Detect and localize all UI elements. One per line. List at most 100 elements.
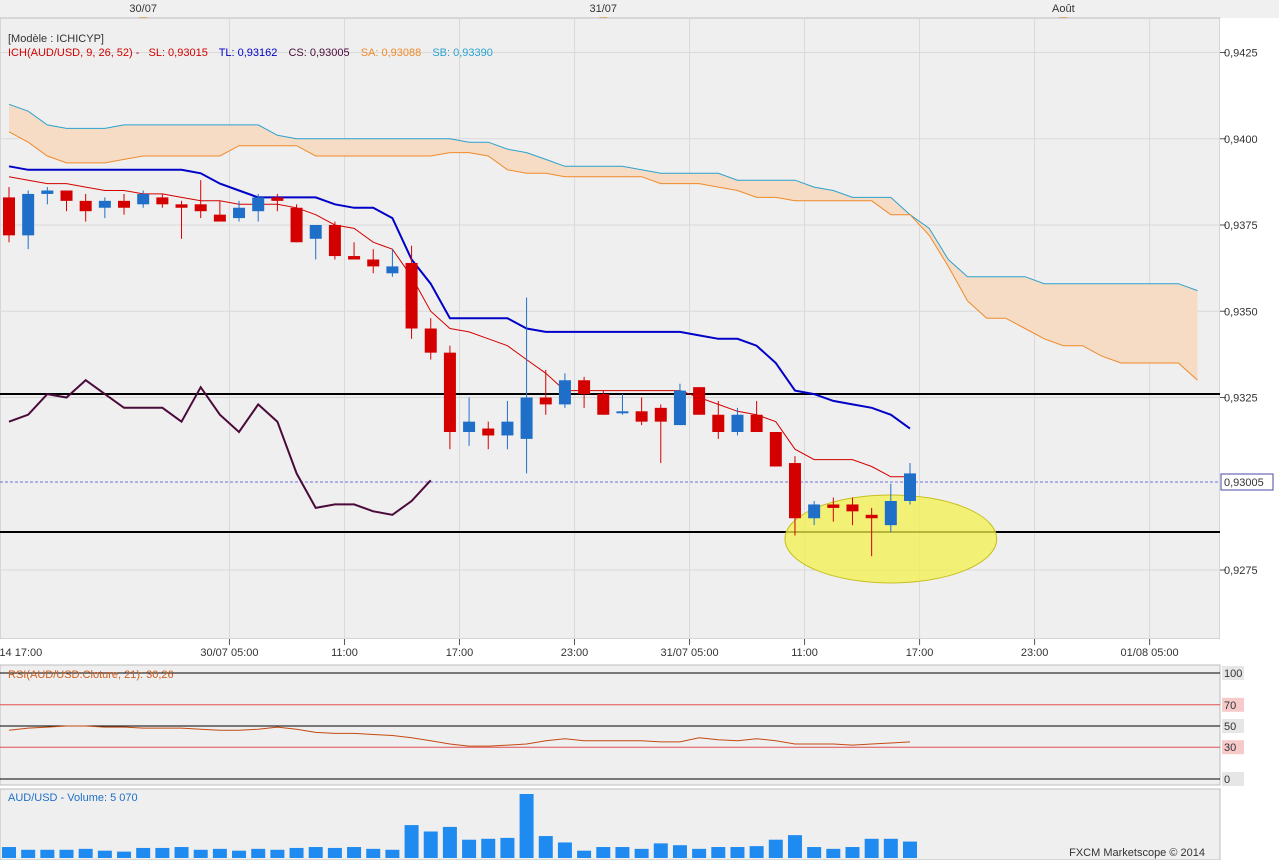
- volume-bar: [557, 842, 572, 858]
- volume-bar: [155, 847, 170, 858]
- candle: [865, 507, 878, 557]
- candle: [808, 501, 821, 526]
- volume-bar: [883, 838, 898, 858]
- candle-body: [443, 352, 456, 432]
- candle-body: [60, 190, 73, 201]
- volume-bar: [78, 848, 93, 858]
- candle: [98, 197, 111, 219]
- candle: [405, 245, 418, 339]
- price-tick-label: 0,9425: [1224, 48, 1258, 60]
- time-tick-label: 30/07 05:00: [200, 647, 258, 659]
- volume-bar: [117, 851, 132, 858]
- volume-bar: [232, 850, 247, 858]
- model-label: [Modèle : ICHICYP]: [8, 33, 104, 45]
- sl-value: SL: 0,93015: [148, 47, 207, 59]
- candle: [443, 345, 456, 450]
- price-grid: [0, 18, 1220, 639]
- candle-body: [903, 473, 916, 501]
- horizontal-lines: [0, 393, 1220, 534]
- rsi-title: RSI(AUD/USD.Cloture, 21): 30,26: [8, 669, 174, 681]
- rsi-level-label: 70: [1224, 700, 1236, 712]
- volume-bar: [212, 848, 227, 858]
- candle: [501, 400, 514, 450]
- volume-bar: [193, 849, 208, 858]
- candle: [788, 456, 801, 536]
- chikou-span-line: [8, 378, 432, 516]
- time-tick-label: 17:00: [906, 647, 934, 659]
- candle-body: [578, 380, 591, 395]
- candle-body: [137, 193, 150, 205]
- candle-body: [118, 200, 131, 208]
- candle: [41, 187, 54, 205]
- rsi-panel: [0, 664, 1221, 786]
- time-tick-label: 11:00: [331, 647, 358, 659]
- rsi-level-box: [1222, 740, 1244, 755]
- volume-bar: [404, 825, 419, 858]
- time-tick-label: 23:00: [561, 647, 589, 659]
- volume-bar: [787, 835, 802, 858]
- volume-bar: [730, 847, 745, 858]
- candle: [673, 383, 686, 426]
- candle: [156, 193, 169, 208]
- volume-bar: [327, 847, 342, 858]
- candle-body: [271, 197, 284, 201]
- time-tick-label: 31/07 05:00: [660, 647, 718, 659]
- time-tick-label: 17:00: [446, 647, 474, 659]
- candle: [22, 190, 35, 250]
- candle: [233, 200, 246, 222]
- volume-bar: [462, 839, 477, 858]
- candle-body: [654, 407, 667, 422]
- candle: [712, 400, 725, 439]
- candle-body: [808, 504, 821, 519]
- volume-bar: [538, 836, 553, 858]
- volume-bar: [807, 847, 822, 858]
- kijun-sen-line: [8, 165, 911, 430]
- candle-body: [175, 204, 188, 208]
- volume-bar: [97, 850, 112, 858]
- ichimoku-name: ICH(AUD/USD, 9, 26, 52) -: [8, 47, 140, 59]
- candle-body: [290, 207, 303, 243]
- candle-body: [635, 411, 648, 422]
- candle: [463, 397, 476, 446]
- rsi-level-box: [1222, 666, 1244, 680]
- volume-bar: [174, 847, 189, 858]
- candle: [118, 193, 131, 215]
- candle-body: [213, 214, 226, 222]
- candle: [137, 190, 150, 208]
- time-tick-label: 11:00: [791, 647, 818, 659]
- rsi-level-label: 100: [1224, 668, 1242, 680]
- time-axis-ticks: 29/07/2014 17:00 30/07 05:00 11:00 17:00 23:…: [0, 639, 1179, 659]
- candle: [539, 369, 552, 415]
- cs-value: CS: 0,93005: [288, 47, 349, 59]
- rsi-level-label: 0: [1224, 774, 1230, 786]
- rsi-levels: 100 70 50 30 0: [0, 666, 1244, 786]
- date-marker-label: Août: [1052, 3, 1075, 15]
- candle: [597, 390, 610, 415]
- candle-body: [482, 428, 495, 436]
- candle: [252, 193, 265, 222]
- candle: [769, 432, 782, 467]
- candle-body: [424, 328, 437, 353]
- candle-body: [693, 387, 706, 415]
- ichimoku-legend: ICH(AUD/USD, 9, 26, 52) - SL: 0,93015 TL…: [8, 47, 493, 59]
- volume-bar: [634, 848, 649, 858]
- volume-bar: [615, 847, 630, 858]
- candle: [731, 407, 744, 436]
- volume-bar: [40, 849, 55, 858]
- candle: [424, 318, 437, 360]
- volume-bar: [864, 838, 879, 858]
- rsi-level-label: 50: [1224, 721, 1236, 733]
- candle-body: [712, 414, 725, 432]
- volume-bar: [519, 794, 534, 858]
- candle: [693, 387, 706, 415]
- candle: [309, 225, 322, 260]
- candle: [482, 421, 495, 450]
- last-price-box: [1220, 473, 1274, 491]
- candle: [654, 404, 667, 464]
- candle: [616, 394, 629, 415]
- price-tick-label: 0,9275: [1224, 565, 1258, 577]
- volume-bar: [577, 850, 592, 858]
- candle-body: [463, 421, 476, 432]
- volume-bar: [21, 849, 36, 858]
- volume-bar: [768, 839, 783, 858]
